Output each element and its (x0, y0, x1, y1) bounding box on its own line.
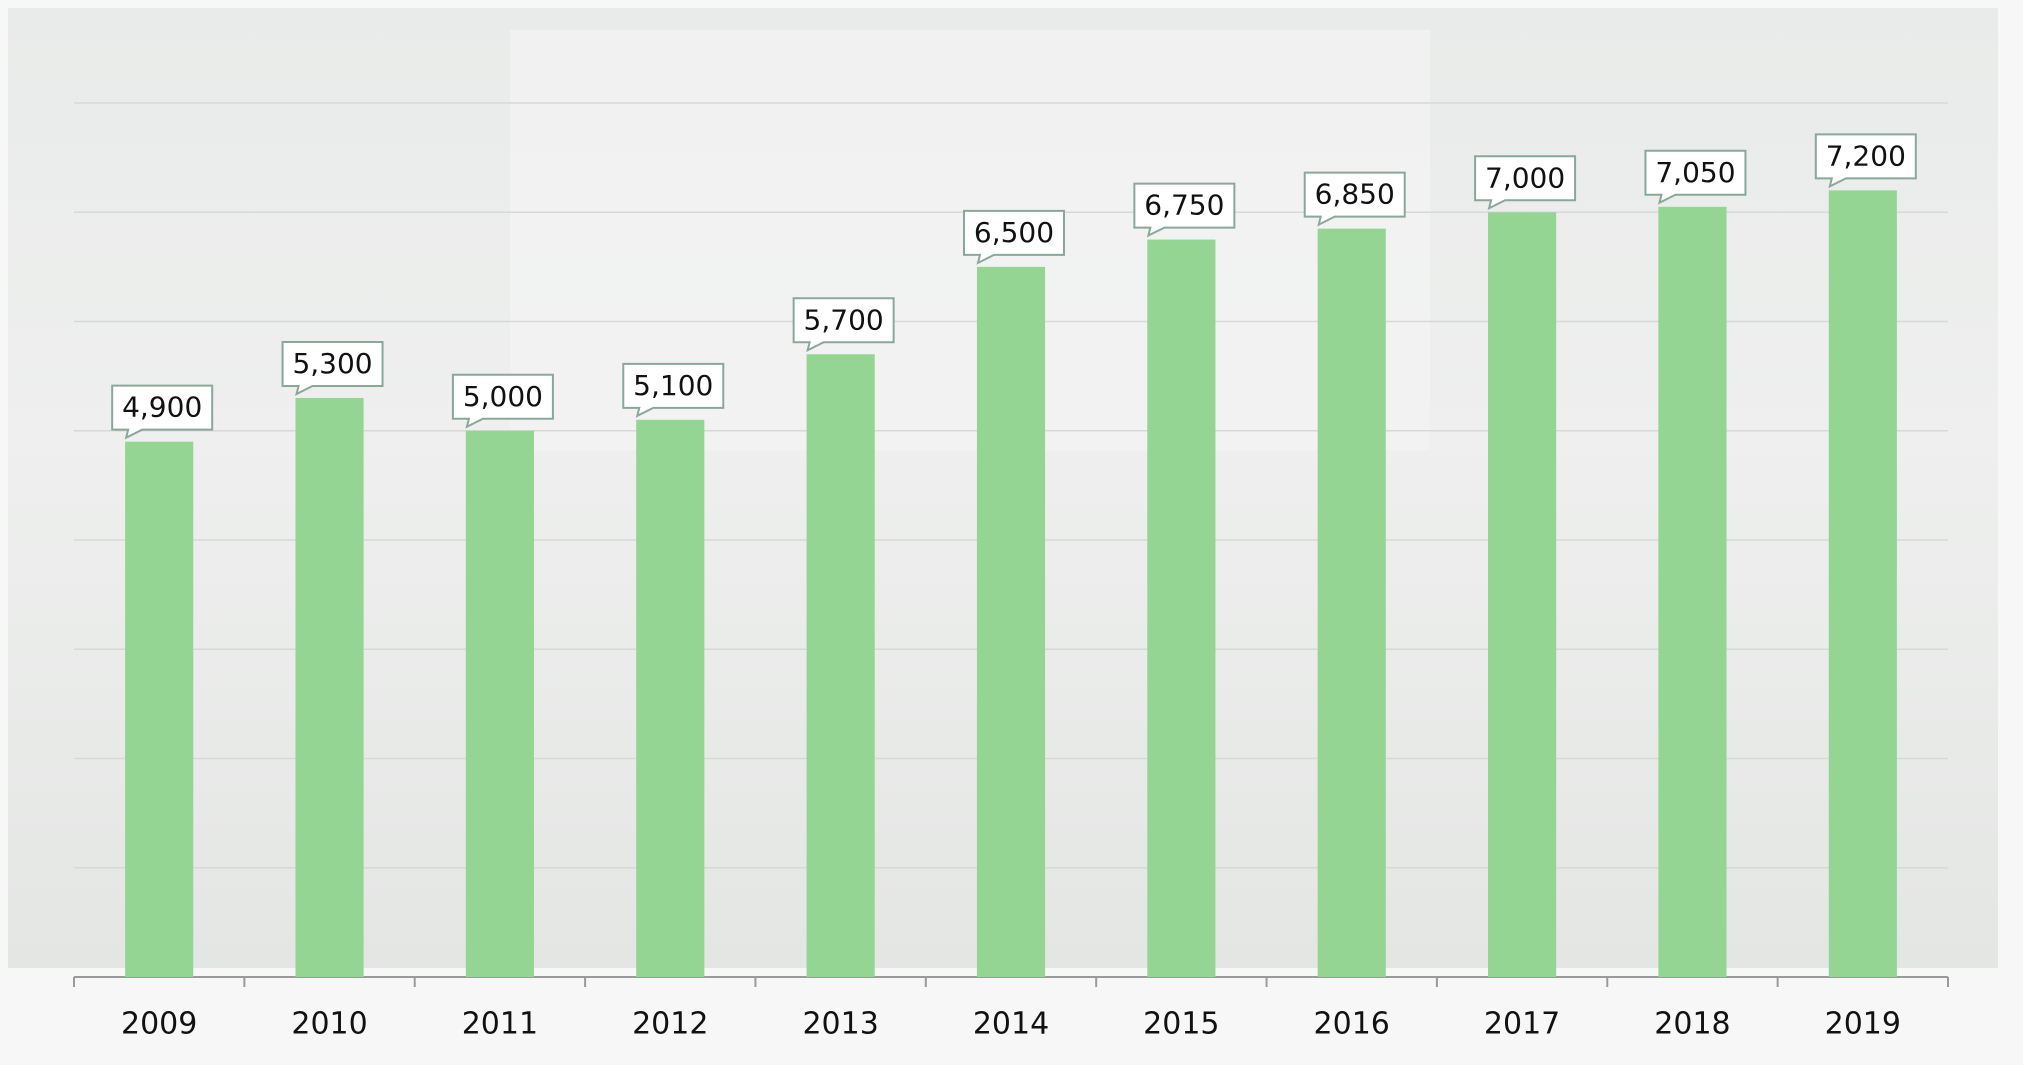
value-label: 5,300 (292, 347, 372, 380)
x-tick-label: 2009 (121, 1007, 197, 1042)
chart: 2009 4,900 2010 5,300 2011 5,000 2012 5,100 2013… (0, 0, 2023, 1065)
x-tick-label: 2012 (632, 1007, 708, 1042)
value-label: 7,000 (1485, 161, 1565, 194)
x-tick-label: 2019 (1825, 1007, 1901, 1042)
bar (466, 431, 534, 977)
value-label: 6,750 (1144, 189, 1224, 222)
bar (295, 398, 363, 977)
value-label: 7,050 (1655, 156, 1735, 189)
x-tick-label: 2015 (1143, 1007, 1219, 1042)
value-label: 5,100 (633, 369, 713, 402)
value-label: 7,200 (1826, 139, 1906, 172)
x-tick-label: 2016 (1314, 1007, 1390, 1042)
value-label: 5,000 (463, 380, 543, 413)
value-label: 6,850 (1315, 178, 1395, 211)
value-label: 5,700 (804, 303, 884, 336)
bar (1829, 190, 1897, 977)
bar (807, 354, 875, 977)
bar (1147, 240, 1215, 977)
value-label: 6,500 (974, 216, 1054, 249)
x-tick-label: 2010 (291, 1007, 367, 1042)
bar (1318, 229, 1386, 977)
bar (636, 420, 704, 977)
bar (1658, 207, 1726, 977)
bar (977, 267, 1045, 977)
x-tick-label: 2018 (1654, 1007, 1730, 1042)
x-tick-label: 2013 (802, 1007, 878, 1042)
x-tick-label: 2011 (462, 1007, 538, 1042)
x-tick-label: 2017 (1484, 1007, 1560, 1042)
value-label: 4,900 (122, 391, 202, 424)
bar (125, 442, 193, 977)
bar (1488, 212, 1556, 977)
x-tick-label: 2014 (973, 1007, 1049, 1042)
